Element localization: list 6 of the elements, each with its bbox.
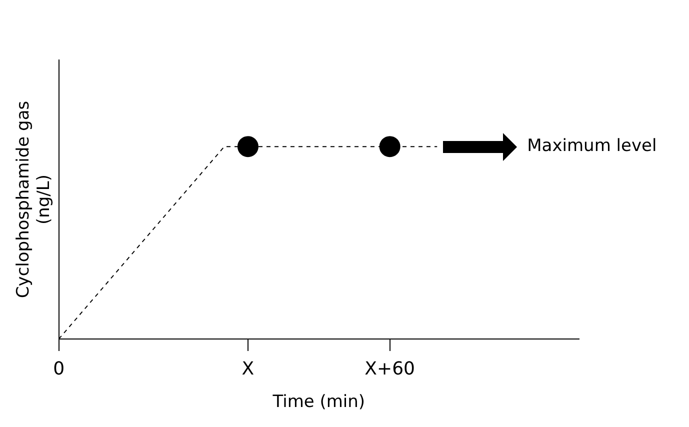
y-axis-title: Cyclophosphamide gas (ng/L): [14, 100, 54, 298]
x-tick-label: X: [242, 358, 254, 380]
x-tick-label: X+60: [364, 358, 415, 380]
x-axis-title: Time (min): [272, 392, 366, 412]
annotation: Maximum level: [527, 136, 657, 156]
x-tick-label: 0: [53, 358, 65, 380]
